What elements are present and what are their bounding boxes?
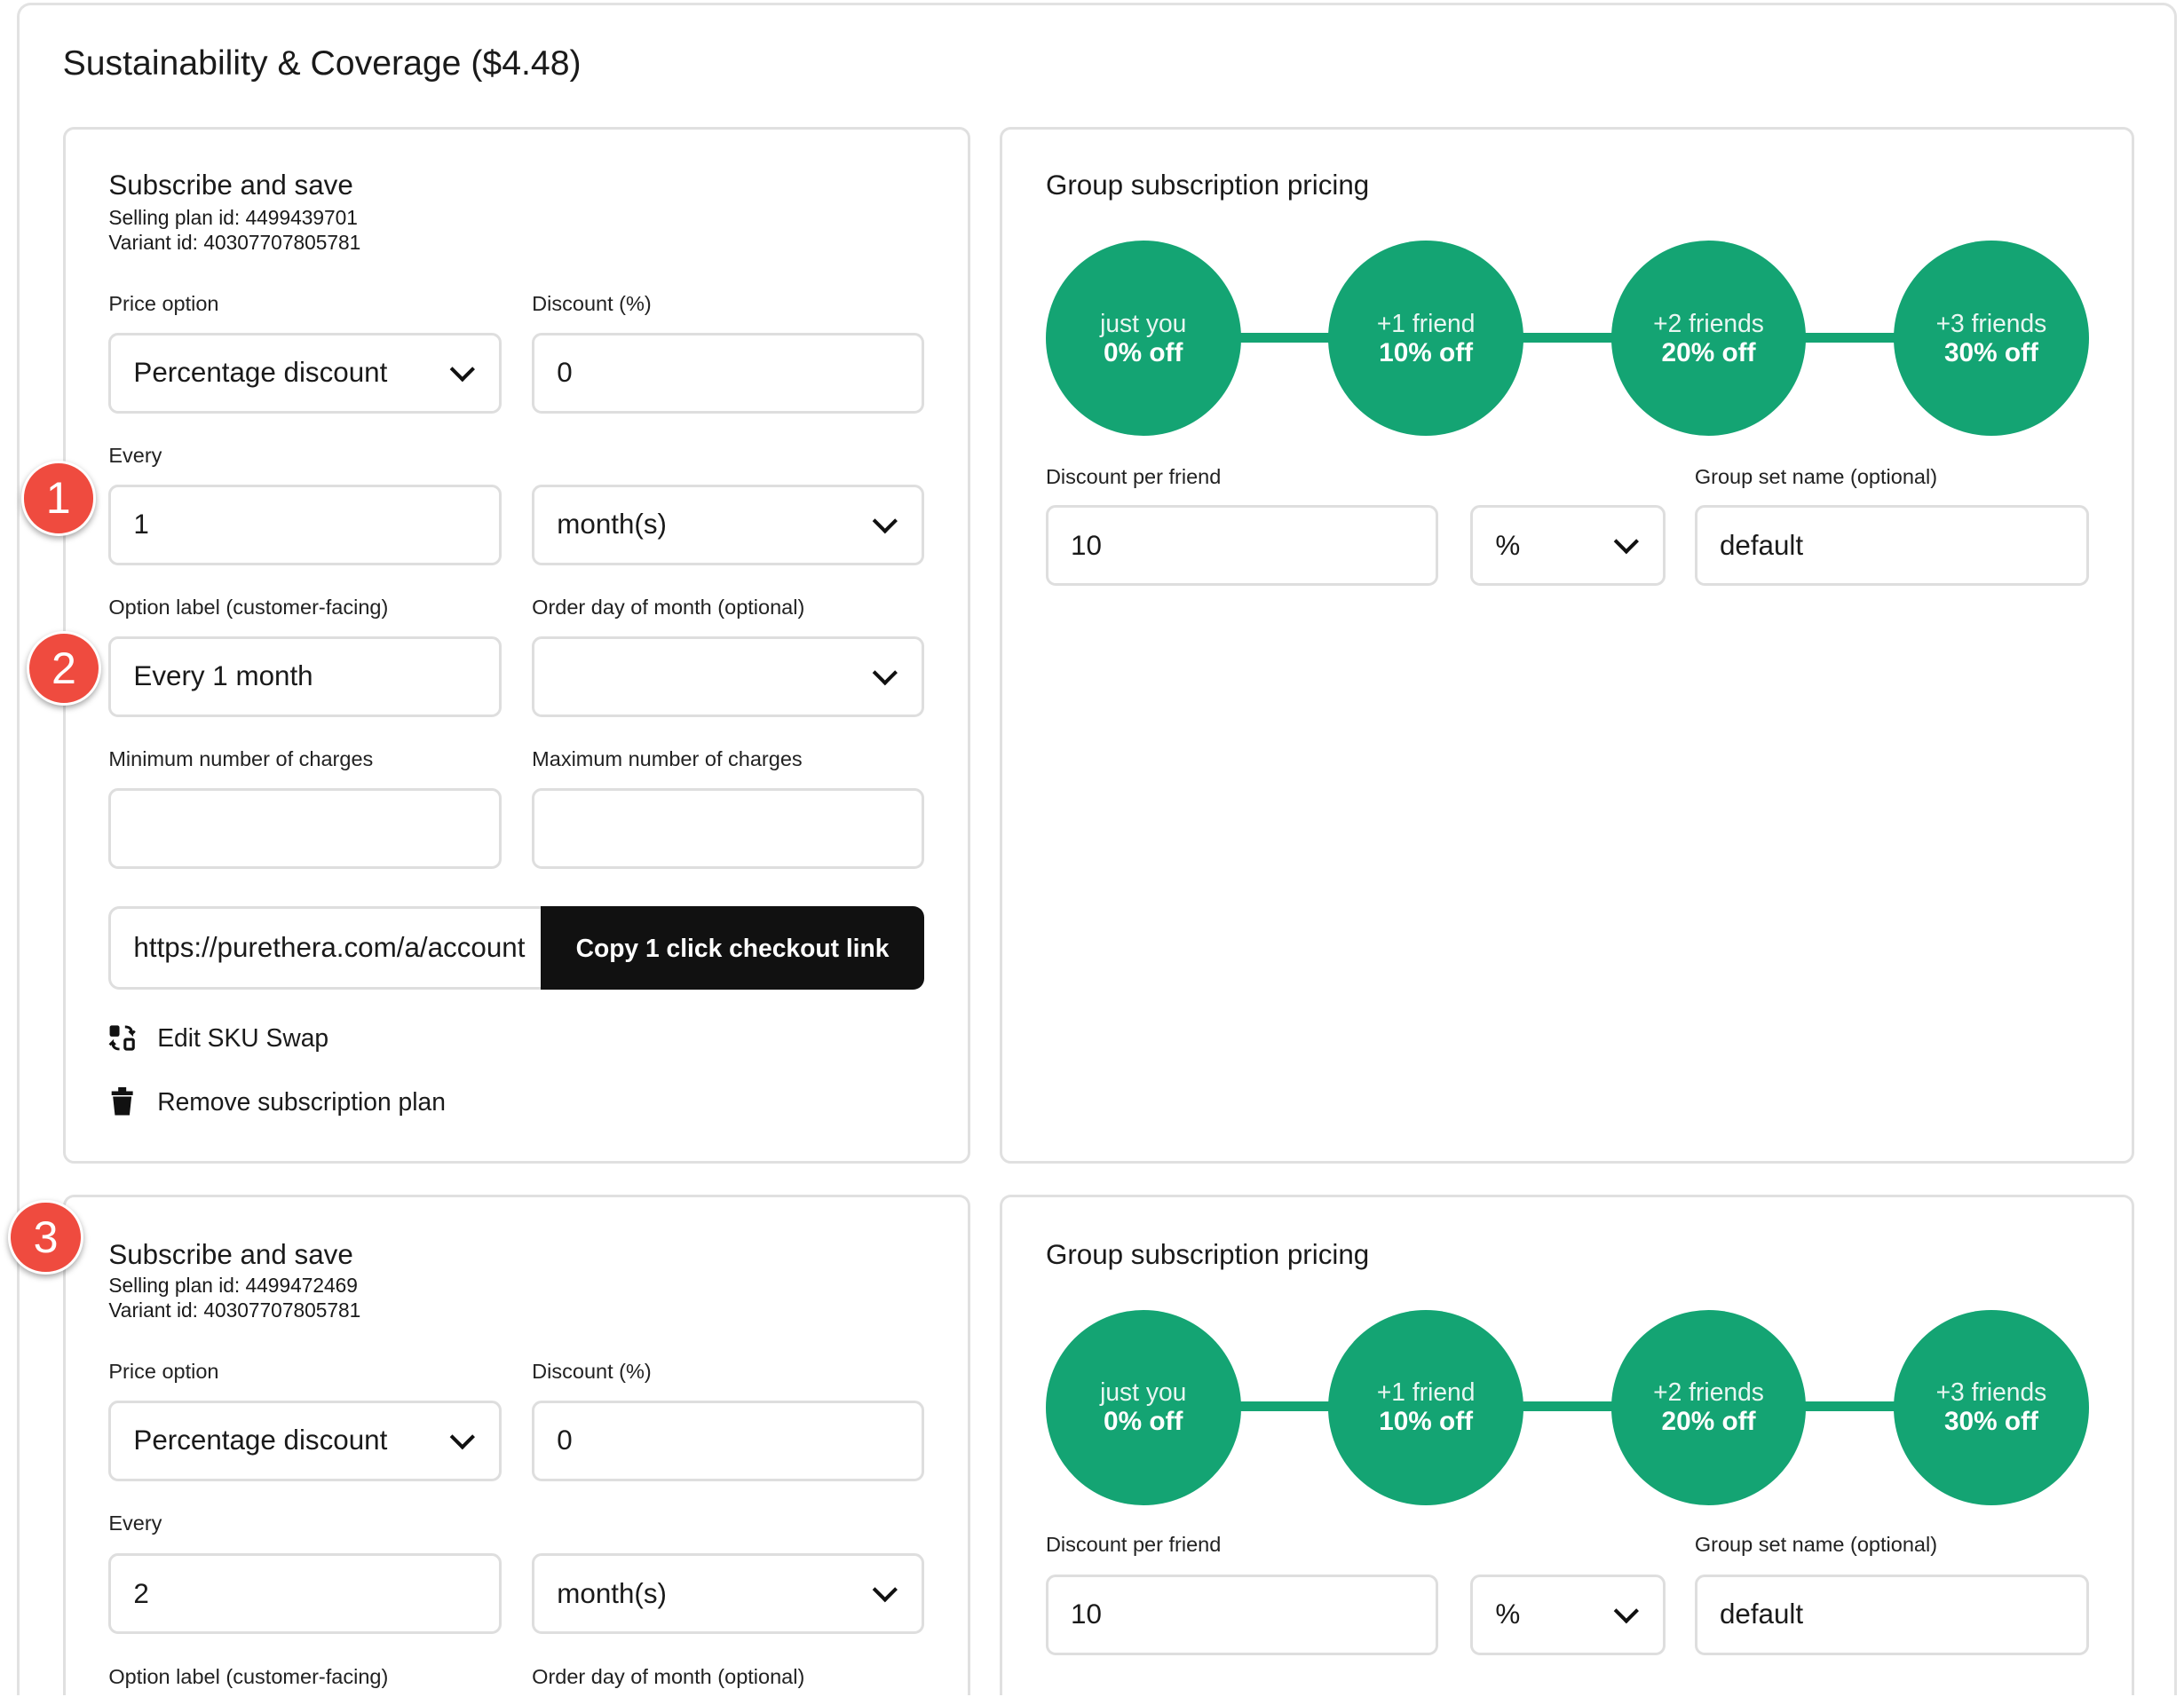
discount-input[interactable]: 0 (532, 332, 925, 414)
tier-discount: 10% off (1379, 337, 1474, 367)
chevron-down-icon (1613, 1598, 1639, 1623)
group-set-name-input[interactable]: default (1694, 1574, 2089, 1655)
edit-sku-swap-label: Edit SKU Swap (157, 1022, 329, 1052)
tier-who: +3 friends (1935, 1377, 2047, 1407)
min-charges-input[interactable] (108, 787, 502, 869)
tier-discount: 30% off (1943, 1407, 2038, 1437)
annotation-badge: 1 (20, 461, 96, 536)
tier-discount: 20% off (1661, 1407, 1756, 1437)
remove-plan-label: Remove subscription plan (157, 1086, 446, 1116)
checkout-url-input[interactable]: https://purethera.com/a/account (108, 906, 555, 991)
swap-icon (108, 1025, 137, 1051)
group-pricing-card (1000, 126, 2135, 1164)
discount-per-friend-input[interactable]: 10 (1045, 1574, 1439, 1655)
discount-per-friend-label: Discount per friend (1045, 464, 1222, 488)
order-day-label: Order day of month (optional) (532, 596, 805, 620)
discount-unit-select[interactable]: % (1470, 1574, 1666, 1655)
tier-discount: 30% off (1943, 337, 2038, 367)
price-option-select[interactable]: Percentage discount (108, 1400, 502, 1481)
option-label-label: Option label (customer-facing) (108, 596, 389, 620)
tier-who: +2 friends (1653, 1377, 1764, 1407)
chevron-down-icon (873, 659, 898, 685)
tier-who: +1 friend (1376, 308, 1476, 337)
tier-connector (1143, 1401, 1991, 1412)
tier-who: just you (1100, 1377, 1187, 1407)
order-day-label: Order day of month (optional) (532, 1664, 805, 1688)
tier-circle: just you 0% off (1045, 241, 1241, 436)
annotation-badge: 3 (8, 1200, 83, 1275)
chevron-down-icon (873, 1577, 898, 1603)
remove-plan-link[interactable]: Remove subscription plan (108, 1087, 446, 1117)
max-charges-label: Maximum number of charges (532, 747, 803, 771)
tier-circle: +1 friend 10% off (1328, 1309, 1523, 1505)
price-option-label: Price option (108, 1360, 219, 1384)
group-pricing-title: Group subscription pricing (1045, 1238, 1370, 1270)
every-input[interactable]: 1 (108, 484, 502, 565)
group-set-name-input[interactable]: default (1694, 505, 2089, 587)
plan-card (62, 1194, 971, 1696)
tier-discount: 0% off (1104, 1407, 1183, 1437)
variant-id: Variant id: 40307707805781 (108, 1298, 361, 1322)
interval-value: month(s) (557, 1577, 667, 1609)
price-option-select[interactable]: Percentage discount (108, 332, 502, 414)
tier-who: just you (1100, 308, 1187, 337)
tier-who: +2 friends (1653, 308, 1764, 337)
tier-circle: +3 friends 30% off (1894, 1309, 2089, 1505)
tier-circle: +2 friends 20% off (1610, 1309, 1807, 1505)
option-label-label: Option label (customer-facing) (108, 1664, 389, 1688)
discount-label: Discount (%) (532, 292, 652, 316)
min-charges-label: Minimum number of charges (108, 747, 374, 771)
group-pricing-title: Group subscription pricing (1045, 170, 1370, 201)
tier-discount: 20% off (1661, 337, 1756, 367)
price-option-value: Percentage discount (133, 357, 388, 389)
section-card (16, 3, 2177, 1696)
interval-value: month(s) (557, 509, 667, 541)
group-set-name-label: Group set name (optional) (1694, 464, 1938, 488)
selling-plan-id: Selling plan id: 4499439701 (108, 206, 358, 230)
trash-icon (112, 1087, 133, 1116)
unit-value: % (1495, 529, 1521, 561)
max-charges-input[interactable] (532, 787, 925, 869)
tier-who: +1 friend (1376, 1377, 1476, 1407)
price-option-value: Percentage discount (133, 1425, 388, 1456)
tier-circle: +2 friends 20% off (1610, 241, 1807, 436)
unit-value: % (1495, 1598, 1521, 1630)
plan-title: Subscribe and save (108, 1238, 353, 1270)
discount-per-friend-label: Discount per friend (1045, 1532, 1222, 1556)
copy-checkout-link-button[interactable]: Copy 1 click checkout link (540, 906, 925, 991)
tier-circle: just you 0% off (1045, 1309, 1241, 1505)
interval-select[interactable]: month(s) (532, 484, 925, 565)
interval-select[interactable]: month(s) (532, 1553, 925, 1635)
chevron-down-icon (873, 508, 898, 533)
order-day-select[interactable] (532, 635, 925, 717)
discount-label: Discount (%) (532, 1360, 652, 1384)
discount-unit-select[interactable]: % (1470, 505, 1666, 587)
section-title: Sustainability & Coverage ($4.48) (62, 44, 582, 83)
every-label: Every (108, 444, 162, 468)
discount-input[interactable]: 0 (532, 1400, 925, 1481)
group-set-name-label: Group set name (optional) (1694, 1532, 1938, 1556)
price-option-label: Price option (108, 292, 219, 316)
selling-plan-id: Selling plan id: 4499472469 (108, 1274, 358, 1298)
variant-id: Variant id: 40307707805781 (108, 231, 361, 255)
every-label: Every (108, 1512, 162, 1535)
option-label-input[interactable]: Every 1 month (108, 635, 502, 717)
tier-circle: +3 friends 30% off (1894, 241, 2089, 436)
chevron-down-icon (1613, 529, 1639, 555)
edit-sku-swap-link[interactable]: Edit SKU Swap (108, 1023, 328, 1053)
plan-title: Subscribe and save (108, 170, 353, 201)
tier-discount: 10% off (1379, 1407, 1474, 1437)
group-pricing-card (1000, 1194, 2135, 1696)
tier-circle: +1 friend 10% off (1328, 241, 1523, 436)
tier-discount: 0% off (1104, 337, 1183, 367)
tier-connector (1143, 332, 1991, 343)
tier-who: +3 friends (1935, 308, 2047, 337)
annotation-badge: 2 (26, 630, 102, 706)
discount-per-friend-input[interactable]: 10 (1045, 505, 1439, 587)
chevron-down-icon (449, 1424, 475, 1449)
every-input[interactable]: 2 (108, 1553, 502, 1635)
chevron-down-icon (449, 356, 475, 382)
